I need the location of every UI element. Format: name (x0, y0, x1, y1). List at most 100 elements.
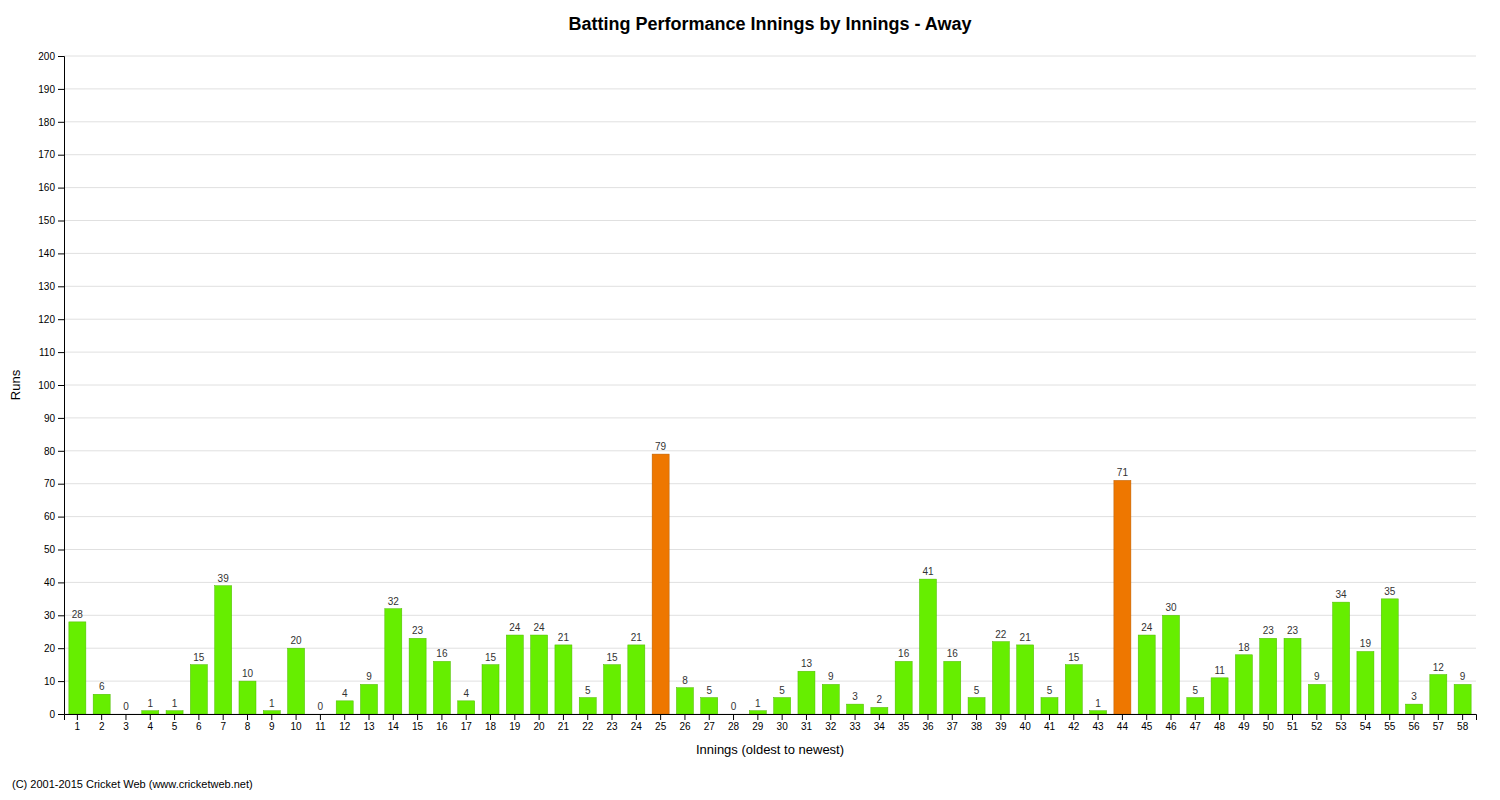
grid-line (64, 549, 1476, 550)
data-label: 34 (1336, 589, 1348, 600)
data-label: 10 (242, 668, 254, 679)
tick: 13 (363, 714, 375, 732)
data-label: 5 (779, 685, 785, 696)
grid-line (64, 582, 1476, 583)
bar (1381, 599, 1398, 714)
tick-mark (320, 714, 321, 720)
bar (458, 701, 475, 714)
tick-mark (58, 484, 64, 485)
data-label: 6 (99, 681, 105, 692)
tick-mark (1170, 714, 1171, 720)
tick-mark (1000, 714, 1001, 720)
tick-mark (612, 714, 613, 720)
bar (166, 711, 183, 714)
tick-label: 18 (485, 721, 497, 732)
bar (360, 684, 377, 714)
tick: 45 (1141, 714, 1153, 732)
grid-line (64, 319, 1476, 320)
tick-label: 28 (728, 721, 740, 732)
title: Batting Performance Innings by Innings -… (568, 14, 971, 34)
tick: 32 (825, 714, 837, 732)
tick-label: 190 (38, 84, 55, 95)
tick-label: 43 (1093, 721, 1105, 732)
data-label: 13 (801, 658, 813, 669)
data-labels: 2860111539101200493223164152424215152179… (72, 441, 1466, 712)
tick-mark (393, 714, 394, 720)
bar (822, 684, 839, 714)
data-label: 5 (974, 685, 980, 696)
grid-line (64, 483, 1476, 484)
tick-mark (1292, 714, 1293, 720)
data-label: 5 (1047, 685, 1053, 696)
tick: 38 (971, 714, 983, 732)
data-label: 23 (1263, 625, 1275, 636)
tick: 0 (49, 709, 64, 720)
tick-label: 22 (582, 721, 594, 732)
bar (1211, 678, 1228, 714)
grid (64, 56, 1476, 714)
tick-mark (58, 385, 64, 386)
bar (1357, 651, 1374, 714)
tick-mark (490, 714, 491, 720)
data-label: 39 (218, 573, 230, 584)
data-label: 11 (1214, 665, 1225, 676)
data-label: 16 (947, 648, 959, 659)
tick-label: 4 (147, 721, 153, 732)
axis-line (58, 57, 65, 715)
tick-label: 58 (1457, 721, 1469, 732)
tick-mark (58, 582, 64, 583)
bar (409, 638, 426, 714)
tick-mark (806, 714, 807, 720)
tick-mark (441, 714, 442, 720)
bar (798, 671, 815, 714)
tick: 28 (728, 714, 740, 732)
tick-mark (952, 714, 953, 720)
tick-label: 33 (849, 721, 861, 732)
tick: 120 (38, 314, 64, 325)
tick-label: 90 (44, 413, 56, 424)
tick-mark (1025, 714, 1026, 720)
tick: 55 (1384, 714, 1396, 732)
tick-mark (1146, 714, 1147, 720)
x-axis-title: Innings (oldest to newest) (696, 742, 844, 757)
data-label: 21 (631, 632, 643, 643)
bar (385, 609, 402, 714)
tick: 23 (606, 714, 618, 732)
tick: 24 (631, 714, 643, 732)
bar (263, 711, 280, 714)
bar (701, 698, 718, 714)
bar (1114, 480, 1131, 714)
tick-label: 130 (38, 281, 55, 292)
tick-label: 38 (971, 721, 983, 732)
tick-label: 54 (1360, 721, 1372, 732)
data-label: 23 (1287, 625, 1299, 636)
data-label: 71 (1117, 467, 1129, 478)
data-label: 9 (828, 671, 834, 682)
tick-mark (58, 714, 64, 715)
data-label: 0 (123, 701, 129, 712)
grid-line (64, 615, 1476, 616)
tick-label: 7 (220, 721, 226, 732)
grid-line (64, 88, 1476, 89)
tick-mark (247, 714, 248, 720)
bar (117, 714, 134, 715)
bar (1454, 684, 1471, 714)
bar (69, 622, 86, 714)
tick-label: 53 (1336, 721, 1348, 732)
bar (215, 586, 232, 714)
grid-line (64, 352, 1476, 353)
tick-mark (58, 615, 64, 616)
tick: 46 (1165, 714, 1177, 732)
bar (555, 645, 572, 714)
grid-line (64, 220, 1476, 221)
bar (336, 701, 353, 714)
data-label: 23 (412, 625, 424, 636)
tick-label: 20 (534, 721, 546, 732)
bar (1187, 698, 1204, 714)
tick-mark (976, 714, 977, 720)
tick-mark (58, 352, 64, 353)
bar (1260, 638, 1277, 714)
tick-mark (58, 418, 64, 419)
data-label: 5 (706, 685, 712, 696)
tick: 180 (38, 117, 64, 128)
